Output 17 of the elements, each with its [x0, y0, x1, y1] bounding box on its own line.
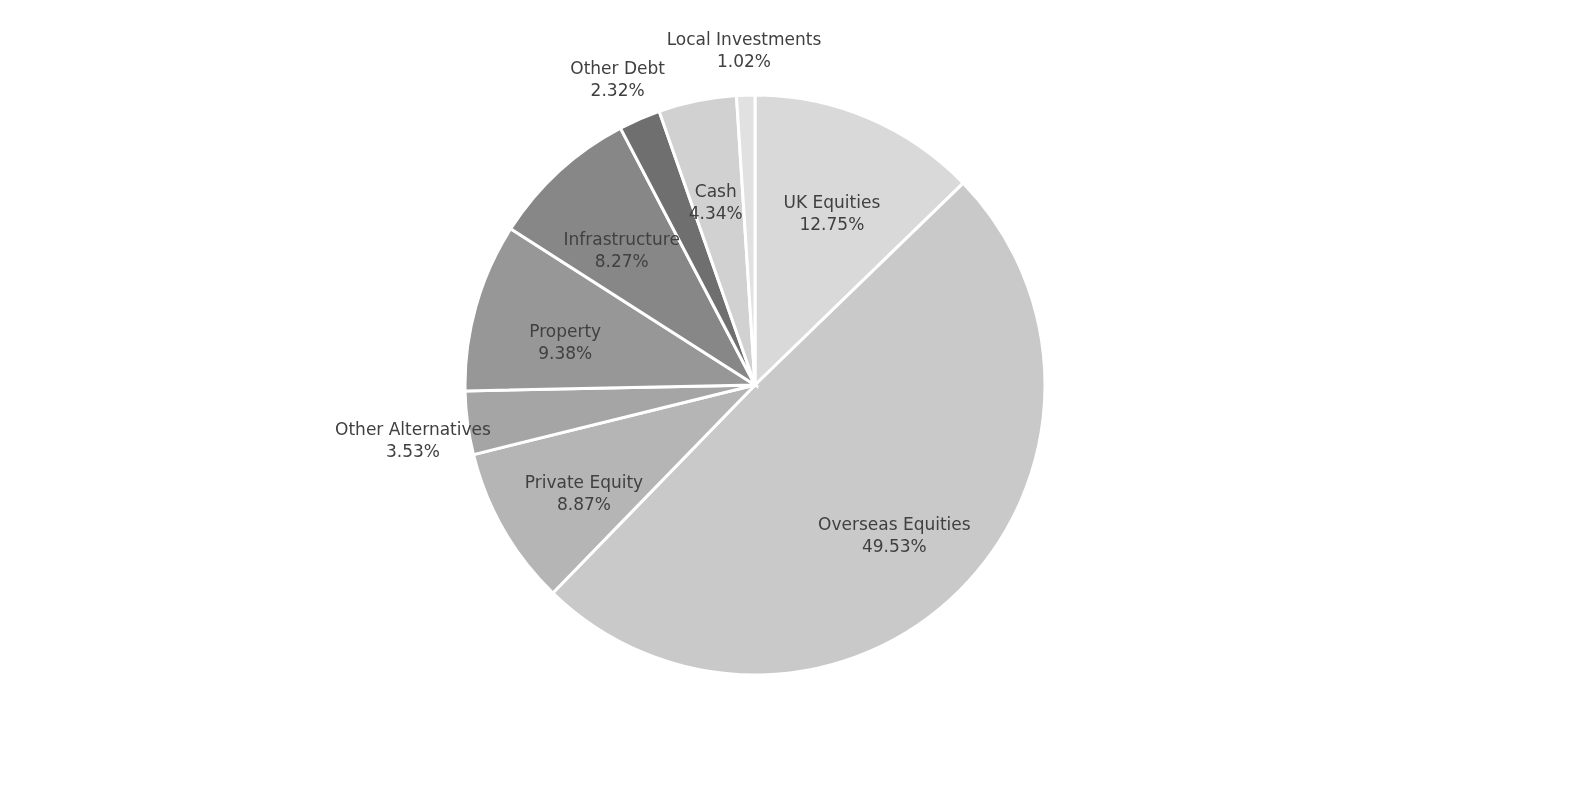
data-label: 9.38% [538, 342, 593, 363]
slice-label: Other Alternatives [335, 419, 492, 440]
data-label: 1.02% [716, 51, 771, 72]
data-label: 3.53% [385, 441, 440, 462]
data-label: 8.27% [594, 250, 649, 271]
data-label: 12.75% [799, 214, 865, 235]
slice-label: Private Equity [524, 472, 644, 493]
data-label: 2.32% [590, 79, 645, 100]
slice-label: Property [529, 320, 602, 341]
data-label: 49.53% [861, 535, 927, 556]
slice-label: Infrastructure [563, 228, 680, 249]
data-label: 8.87% [556, 494, 611, 515]
slice-label: Cash [694, 180, 737, 201]
slice-label: Overseas Equities [818, 513, 971, 534]
slice-label: UK Equities [783, 192, 881, 213]
slice-label: Local Investments [666, 29, 822, 50]
slice-label: Other Debt [570, 57, 666, 78]
